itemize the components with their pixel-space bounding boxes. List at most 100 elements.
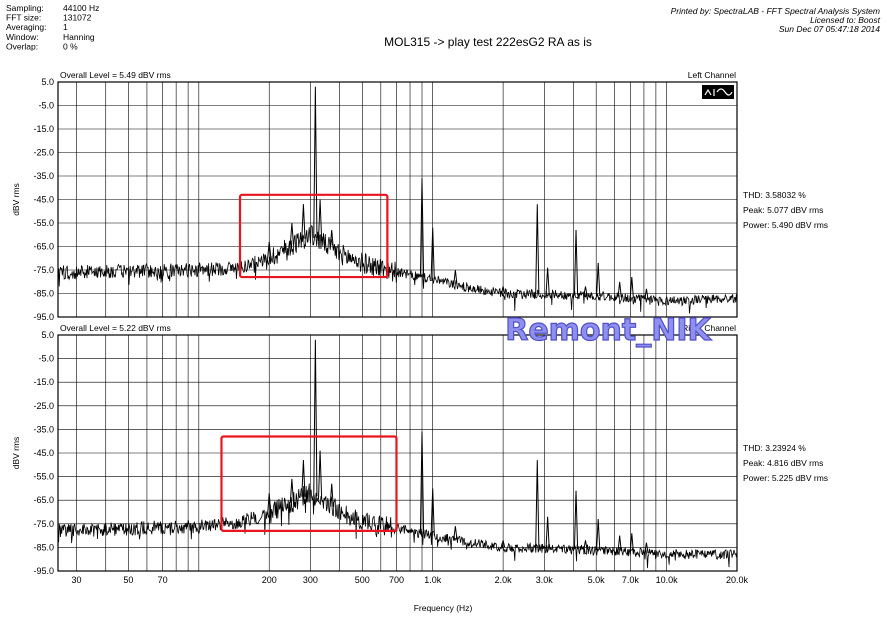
timestamp: Sun Dec 07 05:47:18 2014 — [779, 24, 880, 34]
spectrum-peak — [301, 204, 306, 239]
spectrum-peak — [629, 277, 634, 299]
y-tick-label: -25.0 — [33, 148, 54, 158]
x-tick-label: 30 — [72, 575, 82, 585]
x-tick-label: 50 — [123, 575, 133, 585]
spectrum-peak — [573, 490, 579, 550]
watermark: Remont_NIK — [505, 313, 712, 348]
spectrum-peak — [535, 204, 540, 295]
param-label: Averaging: — [6, 22, 46, 32]
channel-label: Left Channel — [688, 70, 736, 80]
spectrum-peak — [329, 483, 334, 507]
chart-panel-2: Overall Level = 5.22 dBV rms Right Channe… — [11, 323, 828, 576]
overall-level: Overall Level = 5.49 dBV rms — [60, 70, 171, 80]
y-axis-label: dBV rms — [11, 437, 21, 470]
page-title: MOL315 -> play test 222esG2 RA as is — [384, 35, 592, 49]
spectrum-peak — [267, 241, 272, 259]
spectrum-peak — [583, 286, 588, 296]
x-axis: 30 50 70 200 300 500 700 1.0k 2.0k 3.0k 5.0k 7.0k 10… — [72, 575, 749, 613]
spectrum-peak — [453, 526, 458, 540]
highlight-box — [220, 435, 398, 532]
stat-line: Power: 5.225 dBV rms — [743, 473, 828, 483]
y-tick-label: -75.0 — [33, 519, 54, 529]
printed-by: Printed by: SpectraLAB - FFT Spectral An… — [671, 6, 880, 16]
overall-level: Overall Level = 5.22 dBV rms — [60, 323, 171, 333]
y-axis-label: dBV rms — [11, 183, 21, 216]
y-tick-label: -45.0 — [33, 448, 54, 458]
y-tick-label: -85.0 — [33, 542, 54, 552]
icon-glyph — [704, 88, 733, 96]
y-tick-label: 5.0 — [41, 330, 54, 340]
y-tick-label: -65.0 — [33, 495, 54, 505]
x-tick-label: 10.0k — [656, 575, 679, 585]
spectrum-peak — [453, 269, 458, 285]
y-tick-label: -35.0 — [33, 171, 54, 181]
x-tick-label: 70 — [158, 575, 168, 585]
x-tick-label: 7.0k — [622, 575, 640, 585]
spectrum-analyzer-icon — [702, 85, 734, 99]
param-label: Overlap: — [6, 41, 38, 51]
param-value: 131072 — [63, 13, 92, 23]
x-tick-label: 20.0k — [726, 575, 749, 585]
channel-label: Right Channel — [682, 323, 736, 333]
param-label: FFT size: — [6, 13, 41, 23]
x-tick-label: 5.0k — [588, 575, 606, 585]
spectrum-peak — [644, 288, 649, 300]
param-label: Window: — [6, 32, 39, 42]
y-tick-label: -55.0 — [33, 472, 54, 482]
stat-line: Power: 5.490 dBV rms — [743, 220, 828, 230]
licensed-to: Licensed to: Boost — [810, 15, 881, 25]
x-tick-label: 2.0k — [495, 575, 513, 585]
y-tick-label: -85.0 — [33, 289, 54, 299]
y-tick-label: -5.0 — [38, 101, 54, 111]
y-tick-label: -95.0 — [33, 312, 54, 322]
spectrum-peak — [501, 286, 506, 294]
y-tick-label: -15.0 — [33, 124, 54, 134]
y-tick-label: -25.0 — [33, 401, 54, 411]
spectrum-peak — [419, 431, 425, 534]
spectrum-peak — [501, 540, 506, 548]
highlight-box — [238, 193, 389, 279]
spectrum-peak — [267, 493, 272, 515]
stat-line: THD: 3.58032 % — [743, 190, 806, 200]
spectrum-peak — [573, 230, 579, 296]
spectrum-peak — [419, 178, 425, 278]
chart-panel-1: Overall Level = 5.49 dBV rms Left Channel… — [11, 70, 828, 322]
header-info: Sampling: 44100 Hz FFT size: 131072 Averagin… — [6, 3, 99, 51]
param-value: Hanning — [63, 32, 95, 42]
param-value: 1 — [63, 22, 68, 32]
spectrum-peak — [430, 488, 435, 536]
y-tick-label: -35.0 — [33, 424, 54, 434]
y-tick-label: -15.0 — [33, 377, 54, 387]
spectrum-peak — [617, 281, 622, 298]
spectrum-peak — [617, 535, 622, 552]
stat-line: Peak: 4.816 dBV rms — [743, 458, 823, 468]
spectrum-peak — [317, 450, 323, 500]
x-tick-label: 200 — [262, 575, 277, 585]
y-tick-label: -95.0 — [33, 566, 54, 576]
spectrum-peak — [545, 516, 550, 549]
y-tick-label: 5.0 — [41, 77, 54, 87]
y-tick-label: -5.0 — [38, 354, 54, 364]
spectrum-peak — [644, 542, 649, 554]
spectrum-peak — [329, 230, 334, 249]
stat-line: THD: 3.23924 % — [743, 443, 806, 453]
y-tick-label: -75.0 — [33, 265, 54, 275]
spectrum-trace — [57, 224, 738, 314]
spectrum-peak — [301, 460, 306, 497]
y-tick-label: -65.0 — [33, 242, 54, 252]
spectrum-peak — [596, 262, 601, 297]
x-tick-label: 1.0k — [424, 575, 442, 585]
param-value: 0 % — [63, 41, 78, 51]
spectrum-peak — [535, 460, 540, 549]
x-tick-label: 300 — [303, 575, 318, 585]
x-tick-label: 700 — [389, 575, 404, 585]
x-tick-label: 3.0k — [536, 575, 554, 585]
spectrum-peak — [289, 222, 294, 246]
param-value: 44100 Hz — [63, 3, 99, 13]
spectrum-peak — [289, 478, 294, 503]
spectrum-peak — [313, 339, 318, 497]
spectrum-peak — [545, 267, 550, 295]
spectrum-peak — [583, 540, 588, 550]
y-tick-label: -55.0 — [33, 218, 54, 228]
